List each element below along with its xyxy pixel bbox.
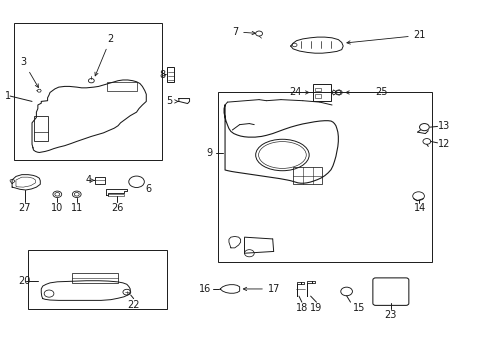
Bar bbox=[107, 82, 136, 91]
Text: 2: 2 bbox=[95, 34, 113, 76]
Text: 7: 7 bbox=[231, 27, 255, 37]
Text: 23: 23 bbox=[384, 310, 396, 320]
Text: 25: 25 bbox=[345, 87, 386, 98]
Text: 21: 21 bbox=[346, 30, 425, 44]
Text: 14: 14 bbox=[413, 203, 426, 213]
Bar bbox=[217, 93, 431, 262]
Text: 27: 27 bbox=[19, 203, 31, 213]
Text: 8: 8 bbox=[159, 69, 165, 80]
Text: 16: 16 bbox=[199, 284, 211, 294]
Bar bbox=[314, 94, 320, 98]
Text: 11: 11 bbox=[70, 203, 82, 213]
Text: 4: 4 bbox=[85, 175, 94, 185]
Text: 9: 9 bbox=[206, 148, 212, 158]
Bar bbox=[314, 88, 320, 91]
Bar bbox=[14, 23, 162, 160]
Text: 1: 1 bbox=[5, 91, 11, 101]
Text: 3: 3 bbox=[20, 57, 39, 87]
Bar bbox=[34, 116, 48, 141]
Bar bbox=[312, 84, 330, 102]
Bar bbox=[72, 273, 118, 283]
Bar bbox=[166, 67, 174, 82]
Text: 15: 15 bbox=[352, 303, 364, 313]
Bar bbox=[95, 177, 105, 184]
Text: 10: 10 bbox=[51, 203, 63, 213]
Bar bbox=[292, 167, 322, 184]
Text: 6: 6 bbox=[145, 184, 151, 194]
Bar bbox=[28, 249, 166, 309]
Text: 17: 17 bbox=[243, 284, 280, 294]
Text: 5: 5 bbox=[166, 96, 178, 107]
Text: 18: 18 bbox=[295, 303, 307, 313]
Text: 13: 13 bbox=[437, 121, 449, 131]
Text: 20: 20 bbox=[19, 276, 31, 286]
Text: 19: 19 bbox=[310, 303, 322, 313]
Text: 24: 24 bbox=[289, 87, 308, 98]
Text: 22: 22 bbox=[127, 300, 140, 310]
Text: 12: 12 bbox=[437, 139, 449, 149]
Text: 26: 26 bbox=[111, 203, 123, 213]
